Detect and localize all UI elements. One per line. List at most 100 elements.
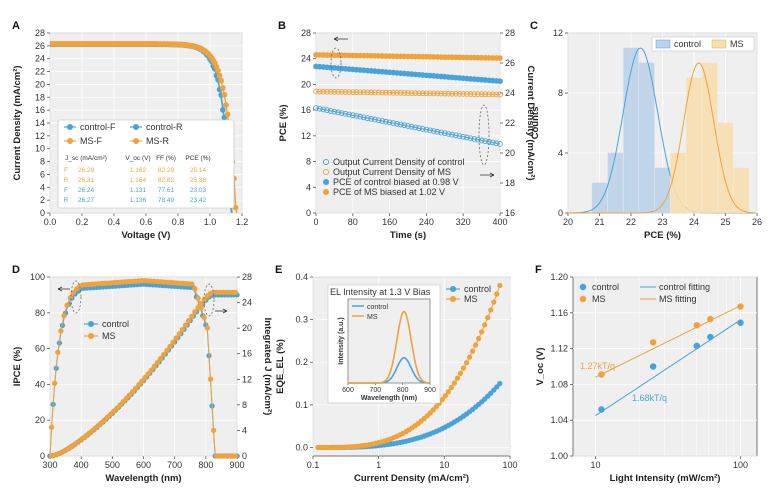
- ipce-point: [70, 289, 77, 296]
- legend-label: MS fitting: [659, 294, 697, 304]
- table-cell: 1.162: [130, 167, 147, 174]
- integrated-j-point: [167, 343, 173, 350]
- y-tick-label: 0.2: [295, 357, 308, 367]
- legend-label: control: [102, 319, 129, 329]
- legend-label: MS: [464, 294, 478, 304]
- data-point: [338, 89, 345, 95]
- integrated-j-point: [161, 351, 167, 358]
- bar-control: [607, 152, 623, 214]
- data-point: [494, 384, 500, 390]
- x-axis-label: Light Intensity (mW/cm²): [610, 473, 721, 484]
- legend-label: Output Current Density of MS: [333, 167, 451, 177]
- data-point: [372, 116, 378, 123]
- y2-axis-label: Integrated J (mA/cm²): [262, 318, 273, 416]
- x-axis-label: Current Density (mA/cm²): [354, 473, 469, 484]
- table-cell: 1.131: [130, 187, 147, 194]
- panel-letter: B: [278, 20, 286, 32]
- table-cell: 26.29: [78, 167, 95, 174]
- integrated-j-point: [108, 411, 114, 417]
- panel-letter: E: [275, 264, 282, 276]
- data-point: [405, 123, 411, 129]
- inset-x-tick-label: 600: [342, 387, 354, 394]
- panel-a: A0.0 0.2 0.4 0.6 0.8 1.0 1.2024681012141618202…: [12, 20, 248, 241]
- data-point: [353, 89, 360, 96]
- x-tick-label: 1.0: [204, 217, 217, 227]
- ipce-point: [48, 424, 55, 430]
- data-point-MS: [598, 371, 605, 378]
- data-point: [493, 140, 500, 147]
- y-tick-label: 24: [35, 54, 45, 64]
- panel-c: C 20 21 22 23 24 25 26 0 4 8 12 PCE (%) Counts control…: [530, 20, 762, 241]
- data-point: [427, 90, 433, 97]
- x-tick-label: 10: [590, 460, 600, 470]
- legend-marker: [87, 320, 95, 328]
- x-tick-label: 24: [689, 217, 699, 227]
- y-axis-label: PCE (%): [278, 105, 289, 142]
- data-point: [416, 125, 422, 132]
- y-tick-label: 14: [35, 118, 45, 128]
- legend-marker: [322, 188, 330, 196]
- data-point: [324, 107, 330, 114]
- inset-title: EL Intensity at 1.3 V Bias: [330, 287, 431, 297]
- inset-x-tick-label: 700: [369, 387, 381, 394]
- ipce-point: [61, 313, 67, 319]
- y-axis-label: EQE_EL (%): [275, 339, 286, 394]
- data-point: [456, 133, 463, 139]
- right-axis-arrow: [215, 308, 228, 314]
- data-point: [349, 112, 356, 119]
- data-point: [482, 322, 488, 328]
- y-tick-label: 80: [35, 308, 45, 318]
- data-point-control: [737, 319, 744, 326]
- legend-label: control: [592, 282, 619, 292]
- data-point: [357, 89, 364, 96]
- data-point: [423, 126, 430, 133]
- ipce-point: [189, 281, 195, 287]
- y2-tick-label: 8: [242, 400, 247, 410]
- data-point: [457, 370, 464, 376]
- integrated-j-point: [133, 385, 139, 391]
- y-tick-label: 1.00: [550, 451, 568, 461]
- legend-marker: [322, 178, 330, 186]
- data-point-MS-R: [208, 54, 215, 61]
- panel-letter: A: [12, 20, 20, 32]
- x-tick-label: 0.6: [140, 217, 153, 227]
- data-point-MS: [737, 303, 744, 310]
- bar-control: [654, 167, 671, 214]
- table-cell: 82.82: [158, 177, 175, 184]
- data-point: [439, 396, 445, 403]
- data-point: [491, 387, 497, 393]
- data-point-MS-R: [218, 77, 225, 84]
- integrated-j-point: [198, 300, 204, 307]
- data-point: [497, 55, 503, 61]
- ipce-point: [55, 349, 61, 356]
- y-tick-label: 28: [301, 28, 311, 38]
- data-point: [466, 354, 473, 360]
- legend-label: PCE of control biased at 0.98 V: [333, 177, 459, 187]
- table-header: J_sc (mA/cm²): [65, 155, 107, 162]
- x-axis-label: PCE (%): [644, 230, 681, 241]
- fit-line-control fitting: [595, 319, 741, 417]
- y-axis-label: IPCE (%): [12, 347, 23, 387]
- plot-area: [315, 32, 501, 214]
- data-point: [494, 291, 500, 297]
- inset-legend-label: control: [367, 304, 388, 311]
- legend-box: [57, 119, 235, 209]
- legend-marker: [66, 137, 74, 145]
- data-point: [383, 118, 389, 125]
- legend-marker: [132, 137, 140, 145]
- x-tick-label: 320: [456, 217, 471, 227]
- bar-MS: [670, 152, 686, 214]
- table-row-label: F: [64, 167, 68, 174]
- data-point: [445, 131, 452, 137]
- data-point: [482, 138, 489, 144]
- data-point: [316, 105, 323, 112]
- table-header: FF (%): [156, 155, 176, 162]
- data-point-MS-R: [221, 91, 228, 98]
- data-point: [464, 134, 470, 141]
- data-point: [335, 89, 341, 95]
- integrated-j-point: [195, 304, 201, 311]
- data-point: [405, 90, 411, 96]
- legend-label: control: [674, 39, 701, 49]
- y-tick-label: 0: [306, 208, 311, 218]
- data-point: [441, 130, 448, 137]
